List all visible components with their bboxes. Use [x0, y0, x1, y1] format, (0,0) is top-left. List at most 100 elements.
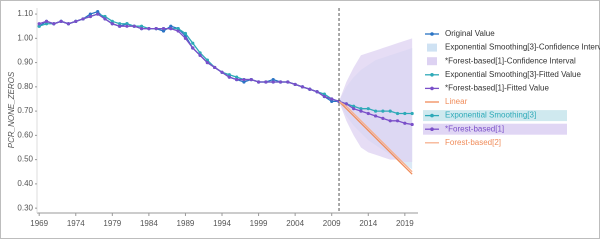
data-point — [59, 19, 63, 23]
legend-label[interactable]: Forest-based[2] — [445, 138, 501, 147]
data-point — [103, 14, 107, 19]
legend-label[interactable]: Original Value — [445, 29, 495, 38]
legend-label[interactable]: *Forest-based[1] — [445, 124, 504, 133]
legend-marker — [430, 127, 434, 131]
data-point — [235, 75, 239, 79]
legend-label[interactable]: Exponential Smoothing[3]-Confidence Inte… — [445, 43, 600, 52]
data-point — [330, 99, 334, 104]
data-point — [88, 14, 92, 19]
data-point — [183, 31, 188, 36]
x-tick-label: 2019 — [396, 219, 414, 228]
data-point — [278, 80, 283, 84]
legend-marker — [430, 73, 434, 77]
data-point — [205, 60, 209, 65]
data-point — [220, 70, 224, 74]
data-point — [74, 19, 78, 23]
data-point — [110, 19, 114, 23]
data-point — [96, 10, 100, 14]
data-point — [118, 24, 122, 28]
data-point — [271, 77, 275, 82]
data-point — [191, 46, 195, 50]
data-point — [176, 27, 180, 31]
data-point — [110, 22, 114, 26]
data-point — [293, 82, 297, 87]
legend-label[interactable]: *Forest-based[1]-Confidence Interval — [445, 56, 576, 65]
data-point — [125, 24, 129, 28]
data-point — [344, 102, 348, 106]
confidence-band — [339, 38, 413, 163]
data-point — [154, 27, 158, 31]
data-point — [256, 80, 261, 84]
data-point — [249, 77, 253, 82]
data-point — [381, 109, 385, 113]
data-point — [176, 29, 180, 33]
data-point — [198, 53, 202, 57]
data-point — [352, 107, 356, 111]
y-tick-label: 0.30 — [17, 203, 33, 212]
data-point — [410, 111, 414, 116]
x-tick-label: 1994 — [213, 219, 231, 228]
legend-swatch — [427, 43, 437, 52]
data-point — [395, 111, 400, 116]
data-point — [147, 27, 151, 31]
data-point — [37, 22, 41, 26]
data-point — [300, 85, 305, 89]
data-point — [191, 41, 195, 45]
data-point — [213, 65, 217, 70]
data-point — [388, 109, 392, 113]
data-point — [366, 111, 370, 116]
legend-marker — [430, 86, 434, 91]
y-axis-label: PCR_NONE_ZEROS — [7, 71, 16, 148]
legend-highlight — [423, 123, 567, 135]
data-point — [264, 80, 268, 84]
x-tick-label: 2004 — [286, 219, 304, 228]
data-point — [330, 97, 334, 101]
y-tick-label: 1.00 — [17, 33, 33, 42]
y-tick-label: 0.90 — [17, 58, 33, 67]
legend-label[interactable]: Linear — [445, 97, 468, 106]
data-point — [44, 19, 49, 23]
data-point — [242, 77, 246, 82]
data-point — [161, 29, 166, 33]
data-point — [395, 119, 400, 123]
data-point — [242, 80, 246, 84]
legend-label[interactable]: Exponential Smoothing[3] — [445, 111, 536, 120]
data-point — [403, 111, 407, 116]
data-point — [139, 24, 144, 28]
data-point — [169, 27, 173, 31]
y-tick-label: 0.50 — [17, 155, 33, 164]
data-point — [359, 109, 363, 113]
data-point — [322, 94, 326, 99]
data-point — [373, 114, 378, 118]
legend-swatch — [427, 57, 437, 66]
data-point — [388, 119, 392, 123]
legend-label[interactable]: *Forest-based[1]-Fitted Value — [445, 84, 549, 93]
data-point — [183, 36, 188, 40]
data-point — [103, 17, 107, 21]
data-point — [96, 12, 100, 16]
data-point — [235, 77, 239, 82]
data-point — [315, 90, 319, 94]
y-tick-label: 0.40 — [17, 179, 33, 188]
data-point — [66, 22, 71, 26]
data-point — [352, 104, 356, 108]
data-point — [410, 122, 414, 127]
data-point — [81, 17, 85, 21]
data-point — [308, 87, 312, 91]
data-point — [403, 121, 407, 125]
data-point — [169, 24, 173, 28]
data-point — [139, 27, 144, 31]
data-point — [373, 109, 378, 113]
legend-label[interactable]: Exponential Smoothing[3]-Fitted Value — [445, 70, 581, 79]
series-line — [338, 100, 413, 175]
data-point — [37, 24, 41, 28]
data-point — [359, 107, 363, 111]
y-tick-label: 1.10 — [17, 9, 33, 18]
x-tick-label: 1974 — [67, 219, 85, 228]
data-point — [227, 73, 231, 77]
data-point — [118, 22, 122, 26]
legend-highlight — [423, 110, 567, 122]
y-tick-label: 0.80 — [17, 82, 33, 91]
